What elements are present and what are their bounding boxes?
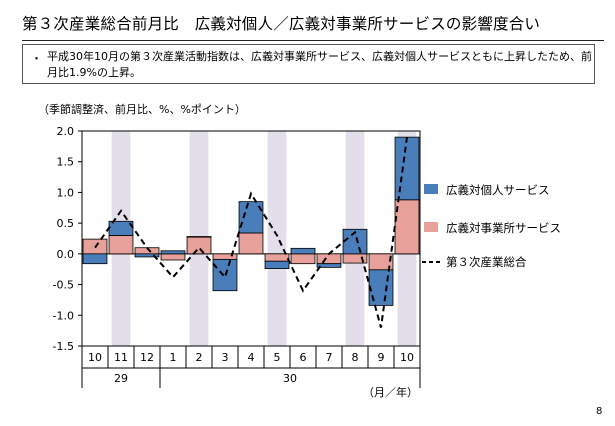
unit-note: （季節調整済、前月比、%、%ポイント）: [38, 103, 246, 116]
x-tick-label: 4: [248, 351, 255, 364]
y-tick-label: 2.0: [57, 125, 75, 138]
x-tick-label: 6: [300, 351, 307, 364]
x-tick-label: 5: [274, 351, 281, 364]
x-tick-label: 12: [140, 351, 154, 364]
y-tick-label: 0.5: [57, 217, 75, 230]
plot-area-border: [81, 130, 421, 347]
bar-jigyousho-service: [290, 253, 316, 265]
year-label: 30: [283, 372, 297, 385]
x-tick-label: 1: [170, 351, 177, 364]
legend-kojin-service-label: 広義対個人サービス: [446, 183, 550, 197]
bar-kojin-service: [316, 263, 342, 268]
legend-jigyousho-service-swatch: [424, 222, 438, 232]
x-tick-label: 11: [114, 351, 128, 364]
x-tick-label: 9: [378, 351, 385, 364]
x-tick-label: 3: [222, 351, 229, 364]
bar-jigyousho-service: [212, 253, 238, 260]
bar-jigyousho-service: [264, 253, 290, 262]
bar-kojin-service: [134, 253, 160, 258]
legend-jigyousho-service-label: 広義対事業所サービス: [446, 221, 561, 235]
shaded-column-band: [267, 131, 287, 346]
bar-kojin-service: [290, 247, 316, 255]
bar-kojin-service: [186, 236, 212, 238]
y-tick-label: -1.5: [53, 340, 74, 353]
bar-jigyousho-service: [394, 199, 420, 255]
legend-total-label: 第３次産業総合: [446, 255, 527, 269]
y-tick-label: -0.5: [53, 279, 74, 292]
y-tick-label: -1.0: [53, 309, 74, 322]
page-number: 8: [596, 406, 603, 417]
bar-jigyousho-service: [238, 232, 264, 255]
bar-jigyousho-service: [108, 235, 134, 255]
y-tick-label: 1.5: [57, 156, 75, 169]
bar-jigyousho-service: [186, 236, 212, 255]
title-underline: [22, 40, 604, 41]
bar-kojin-service: [342, 228, 368, 255]
bar-kojin-service: [160, 250, 186, 255]
x-tick-label: 7: [326, 351, 333, 364]
summary-text: 平成30年10月の第３次産業活動指数は、広義対事業所サービス、広義対個人サービス…: [47, 50, 592, 79]
x-tick-label: 2: [196, 351, 203, 364]
y-tick-label: 1.0: [57, 186, 75, 199]
legend-kojin-service-swatch: [424, 184, 438, 194]
bar-kojin-service: [394, 136, 420, 201]
bar-kojin-service: [82, 253, 108, 265]
bar-kojin-service: [264, 260, 290, 270]
bar-kojin-service: [238, 201, 264, 234]
bar-jigyousho-service: [316, 253, 342, 265]
x-tick-label: 10: [400, 351, 414, 364]
x-unit-label: （月／年）: [363, 385, 418, 399]
x-tick-label: 10: [88, 351, 102, 364]
page-title: 第３次産業総合前月比 広義対個人／広義対事業所サービスの影響度合い: [22, 15, 541, 33]
line-total-tertiary-industry: [94, 137, 408, 328]
year-label: 29: [114, 372, 128, 385]
summary-bullet: ・: [31, 52, 42, 65]
bar-jigyousho-service: [160, 253, 186, 261]
x-tick-label: 8: [352, 351, 359, 364]
y-tick-label: 0.0: [57, 248, 75, 261]
summary-box: ・ 平成30年10月の第３次産業活動指数は、広義対事業所サービス、広義対個人サー…: [22, 44, 595, 84]
